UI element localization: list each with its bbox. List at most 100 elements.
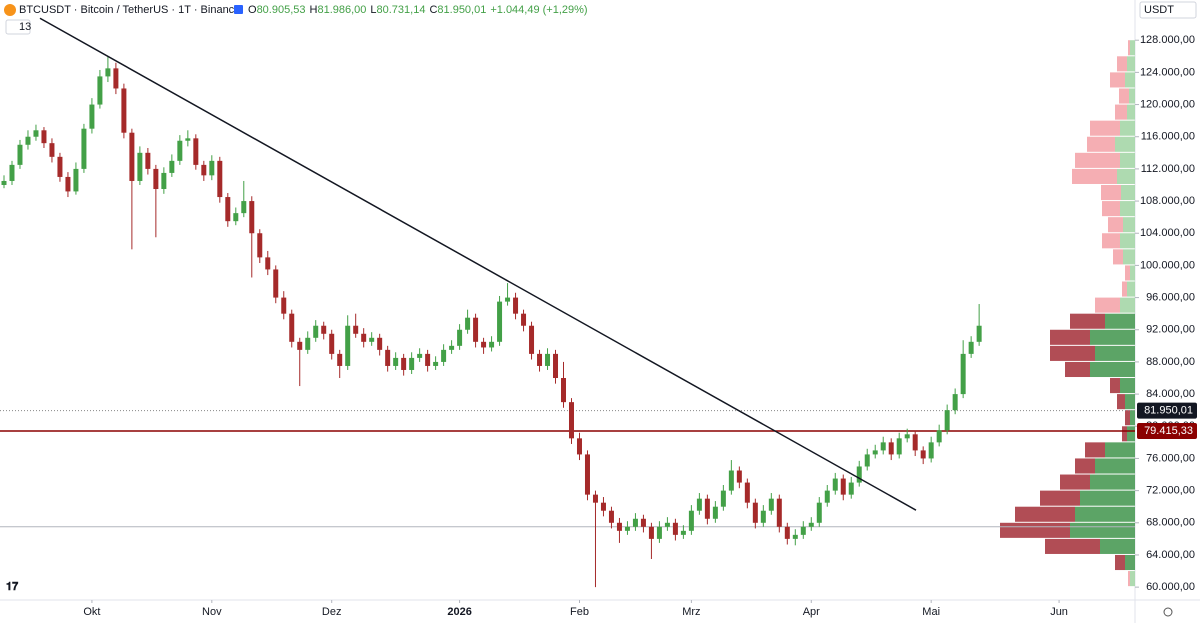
candle-body (521, 313, 527, 326)
candle-body (912, 434, 918, 451)
x-tick-label: Jun (1050, 606, 1068, 618)
y-tick-label: 116.000,00 (1141, 131, 1195, 143)
y-tick-label: 96.000,00 (1146, 291, 1195, 303)
candle-body (321, 325, 327, 334)
candle-body (904, 434, 910, 439)
volume-down (1122, 281, 1127, 297)
candle-body (489, 341, 495, 348)
x-tick-label: Dez (322, 606, 342, 618)
candle-body (33, 130, 39, 137)
candle-body (561, 378, 567, 403)
candle-body (105, 68, 111, 77)
ohlc-readout: O80.905,53 H81.986,00 L80.731,14 C81.950,01… (248, 4, 588, 16)
candle-body (49, 143, 55, 157)
volume-down (1117, 394, 1125, 410)
settings-button[interactable] (1163, 607, 1173, 617)
candle-body (736, 470, 742, 483)
volume-down (1095, 297, 1120, 313)
indicator-toggle[interactable] (5, 19, 31, 35)
candle-body (640, 518, 646, 527)
candle-body (880, 442, 886, 451)
candle-body (608, 510, 614, 523)
candle-body (273, 269, 279, 298)
candle-body (960, 353, 966, 395)
volume-down (1119, 88, 1129, 104)
currency-label: USDT (1144, 4, 1174, 16)
volume-up (1127, 281, 1135, 297)
x-tick-label: Mai (922, 606, 940, 618)
candle-body (129, 132, 135, 181)
volume-up (1130, 40, 1135, 56)
volume-down (1108, 217, 1123, 233)
y-tick-label: 76.000,00 (1146, 452, 1195, 464)
candle-body (9, 164, 15, 181)
candle-body (401, 357, 407, 370)
candle-body (576, 438, 582, 455)
candle-body (1, 180, 7, 185)
ohlc-key: C (429, 4, 437, 16)
candle-body (584, 454, 590, 495)
volume-up (1095, 345, 1135, 361)
volume-up (1075, 506, 1135, 522)
candle-body (824, 490, 830, 503)
volume-up (1127, 104, 1135, 120)
candle-body (345, 325, 351, 366)
candle-body (393, 357, 399, 366)
candle-body (968, 341, 974, 354)
volume-down (1045, 538, 1100, 554)
candle-body (113, 68, 119, 89)
y-tick-label: 104.000,00 (1140, 227, 1195, 239)
x-tick-label: 2026 (447, 606, 471, 618)
marked-level-badge (1137, 422, 1197, 439)
candle-body (17, 144, 23, 165)
candle-body (313, 325, 319, 338)
candle-body (385, 349, 391, 366)
ohlc-value: 80.731,14 (377, 4, 426, 16)
y-tick-label: 68.000,00 (1146, 517, 1195, 529)
candle-body (816, 502, 822, 523)
volume-down (1015, 506, 1075, 522)
candle-body (688, 510, 694, 531)
ohlc-change: +1.044,49 (+1,29%) (490, 4, 587, 16)
candle-body (976, 325, 982, 342)
last-price-label: 81.950,01 (1144, 404, 1193, 416)
candle-body (465, 317, 471, 330)
candle-body (257, 233, 263, 258)
volume-up (1130, 410, 1135, 426)
volume-up (1120, 233, 1135, 249)
volume-up (1070, 522, 1135, 538)
volume-up (1120, 378, 1135, 394)
candle-body (632, 518, 638, 527)
volume-down (1072, 168, 1117, 184)
candle-body (529, 325, 535, 354)
volume-down (1128, 40, 1130, 56)
volume-up (1120, 152, 1135, 168)
candle-body (409, 357, 415, 370)
candle-body (41, 130, 47, 144)
volume-up (1127, 426, 1135, 442)
candle-body (704, 498, 710, 519)
candle-body (600, 502, 606, 511)
volume-down (1117, 56, 1127, 72)
candle-body (73, 168, 79, 192)
candle-body (153, 168, 159, 190)
volume-down (1128, 571, 1130, 587)
candle-body (832, 478, 838, 491)
currency-button[interactable] (1139, 1, 1197, 19)
candle-body (944, 410, 950, 431)
volume-down (1090, 120, 1120, 136)
candle-body (433, 361, 439, 366)
candle-body (792, 534, 798, 539)
ohlc-value: 80.905,53 (257, 4, 306, 16)
candle-body (497, 301, 503, 342)
volume-up (1121, 184, 1135, 201)
candle-body (928, 442, 934, 459)
candle-body (752, 502, 758, 523)
volume-up (1123, 249, 1135, 265)
candle-body (784, 526, 790, 539)
y-tick-label: 60.000,00 (1146, 581, 1195, 593)
y-tick-label: 72.000,00 (1146, 485, 1195, 497)
candle-body (209, 160, 215, 176)
candle-body (768, 498, 774, 511)
